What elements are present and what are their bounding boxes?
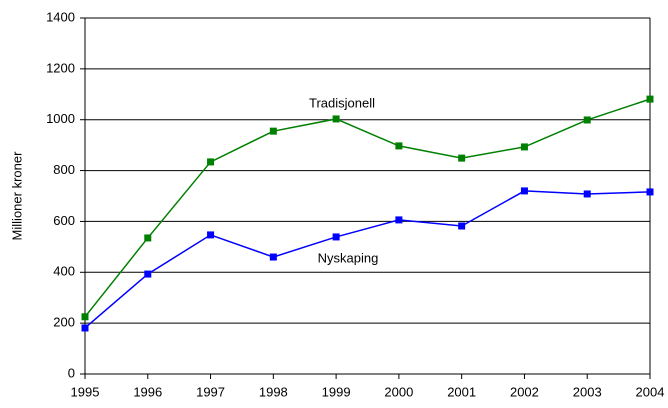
- point-marker: [269, 127, 277, 135]
- x-tick-label: 1996: [133, 384, 162, 399]
- point-marker: [646, 95, 654, 103]
- point-marker: [395, 216, 403, 224]
- x-tick-label: 2000: [384, 384, 413, 399]
- point-marker: [81, 313, 89, 321]
- point-marker: [332, 233, 340, 241]
- y-tick-label: 0: [68, 365, 75, 380]
- point-marker: [520, 143, 528, 151]
- y-tick-label: 200: [53, 315, 75, 330]
- point-marker: [458, 154, 466, 162]
- point-marker: [520, 187, 528, 195]
- point-marker: [332, 115, 340, 123]
- point-marker: [395, 142, 403, 150]
- series-label: Tradisjonell: [309, 95, 375, 110]
- point-marker: [269, 253, 277, 261]
- point-marker: [207, 231, 215, 239]
- series-line: [84, 190, 651, 329]
- point-marker: [144, 270, 152, 278]
- point-marker: [144, 234, 152, 242]
- series-label: Nyskaping: [318, 250, 379, 265]
- point-marker: [207, 158, 215, 166]
- y-axis-label: Millioner kroner: [9, 151, 24, 241]
- series-line: [84, 98, 651, 318]
- y-tick-label: 400: [53, 264, 75, 279]
- y-tick-label: 1000: [46, 111, 75, 126]
- point-marker: [646, 188, 654, 196]
- point-marker: [583, 190, 591, 198]
- y-tick-label: 600: [53, 213, 75, 228]
- x-tick-label: 2001: [447, 384, 476, 399]
- x-tick-label: 1997: [196, 384, 225, 399]
- x-tick-label: 2002: [510, 384, 539, 399]
- point-marker: [81, 324, 89, 332]
- x-tick-label: 2004: [636, 384, 665, 399]
- x-tick-label: 2003: [573, 384, 602, 399]
- y-tick-label: 1400: [46, 9, 75, 24]
- point-marker: [458, 222, 466, 230]
- x-tick-label: 1999: [322, 384, 351, 399]
- y-tick-label: 800: [53, 162, 75, 177]
- point-marker: [583, 116, 591, 124]
- y-tick-label: 1200: [46, 60, 75, 75]
- x-tick-label: 1998: [259, 384, 288, 399]
- x-tick-label: 1995: [71, 384, 100, 399]
